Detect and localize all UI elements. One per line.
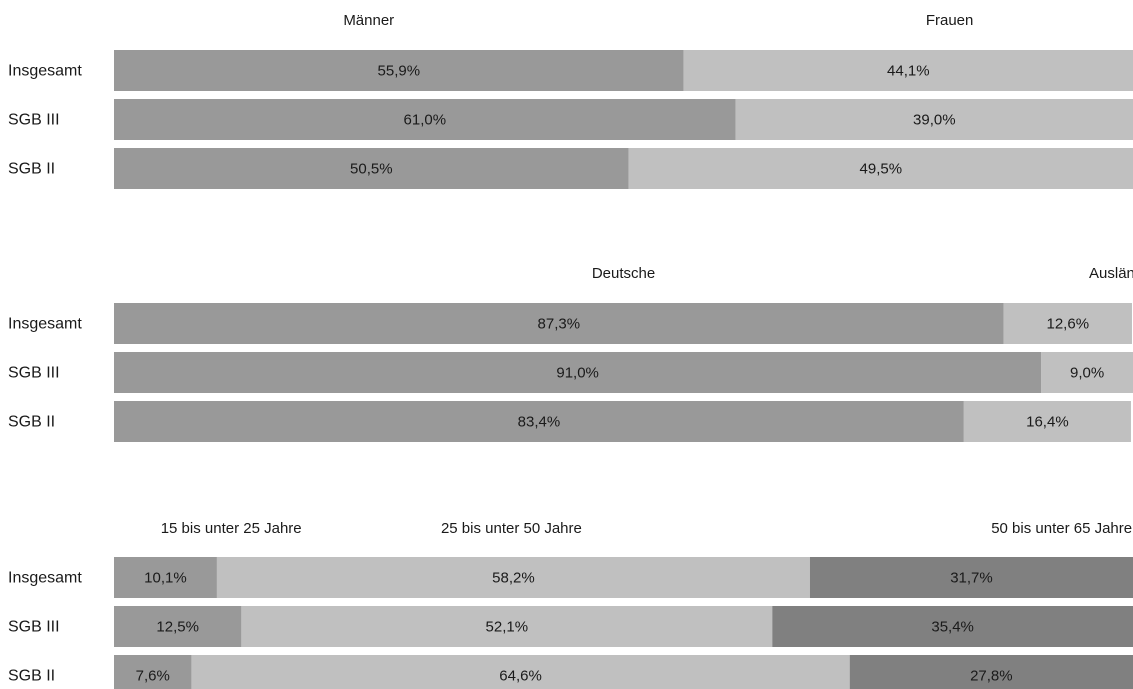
data-label-3-3-1: 7,6% <box>136 668 170 685</box>
row-label-1-1: Insgesamt <box>8 63 82 80</box>
bar-segment-1-1-1 <box>114 50 684 91</box>
bar-segment-2-1-2 <box>1003 303 1132 344</box>
bar-segment-3-1-1 <box>114 557 217 598</box>
data-label-2-2-2: 9,0% <box>1070 365 1104 382</box>
bar-segment-3-2-3 <box>772 606 1133 647</box>
bar-segment-3-2-1 <box>114 606 242 647</box>
bar-segment-1-2-1 <box>114 99 736 140</box>
series-heading-2-2: Ausländer <box>1089 265 1133 282</box>
bar-segment-1-3-2 <box>628 148 1133 189</box>
data-label-1-1-1: 55,9% <box>378 63 421 80</box>
data-label-3-3-2: 64,6% <box>499 668 542 685</box>
series-heading-3-3: 50 bis unter 65 Jahre <box>991 520 1132 537</box>
data-label-3-1-2: 58,2% <box>492 570 535 587</box>
data-label-2-1-1: 87,3% <box>538 316 581 333</box>
data-label-3-1-1: 10,1% <box>144 570 187 587</box>
bar-segment-2-1-1 <box>114 303 1004 344</box>
data-label-1-2-1: 61,0% <box>404 112 447 129</box>
row-label-2-3: SGB II <box>8 414 55 431</box>
data-label-3-2-3: 35,4% <box>931 619 974 636</box>
series-heading-1-2: Frauen <box>926 12 974 29</box>
bar-segment-2-3-2 <box>963 401 1131 442</box>
data-label-1-3-2: 49,5% <box>860 161 903 178</box>
row-label-1-3: SGB II <box>8 161 55 178</box>
bar-segment-1-3-1 <box>114 148 629 189</box>
row-label-2-2: SGB III <box>8 365 60 382</box>
bar-segment-3-3-1 <box>114 655 192 689</box>
bar-segment-2-3-1 <box>114 401 964 442</box>
data-label-3-2-2: 52,1% <box>486 619 529 636</box>
row-label-3-3: SGB II <box>8 668 55 685</box>
row-label-3-2: SGB III <box>8 619 60 636</box>
bar-segment-2-2-2 <box>1041 352 1133 393</box>
data-label-2-2-1: 91,0% <box>556 365 599 382</box>
data-label-3-3-3: 27,8% <box>970 668 1013 685</box>
series-heading-3-2: 25 bis unter 50 Jahre <box>441 520 582 537</box>
row-label-3-1: Insgesamt <box>8 570 82 587</box>
data-label-2-3-2: 16,4% <box>1026 414 1069 431</box>
bar-segment-3-2-2 <box>241 606 773 647</box>
data-label-1-3-1: 50,5% <box>350 161 393 178</box>
bar-segment-3-1-3 <box>809 557 1133 598</box>
series-heading-1-1: Männer <box>343 12 394 29</box>
bar-segment-3-3-3 <box>849 655 1133 689</box>
bar-segment-1-2-2 <box>735 99 1133 140</box>
bar-segment-1-1-2 <box>683 50 1133 91</box>
data-label-3-1-3: 31,7% <box>950 570 993 587</box>
data-label-3-2-1: 12,5% <box>156 619 199 636</box>
data-label-2-3-1: 83,4% <box>518 414 561 431</box>
bar-segment-3-1-2 <box>216 557 810 598</box>
data-label-1-2-2: 39,0% <box>913 112 956 129</box>
data-label-1-1-2: 44,1% <box>887 63 930 80</box>
series-heading-2-1: Deutsche <box>592 265 655 282</box>
bar-segment-2-2-1 <box>114 352 1042 393</box>
row-label-2-1: Insgesamt <box>8 316 82 333</box>
series-heading-3-1: 15 bis unter 25 Jahre <box>161 520 302 537</box>
row-label-1-2: SGB III <box>8 112 60 129</box>
data-label-2-1-2: 12,6% <box>1047 316 1090 333</box>
bar-segment-3-3-2 <box>191 655 850 689</box>
